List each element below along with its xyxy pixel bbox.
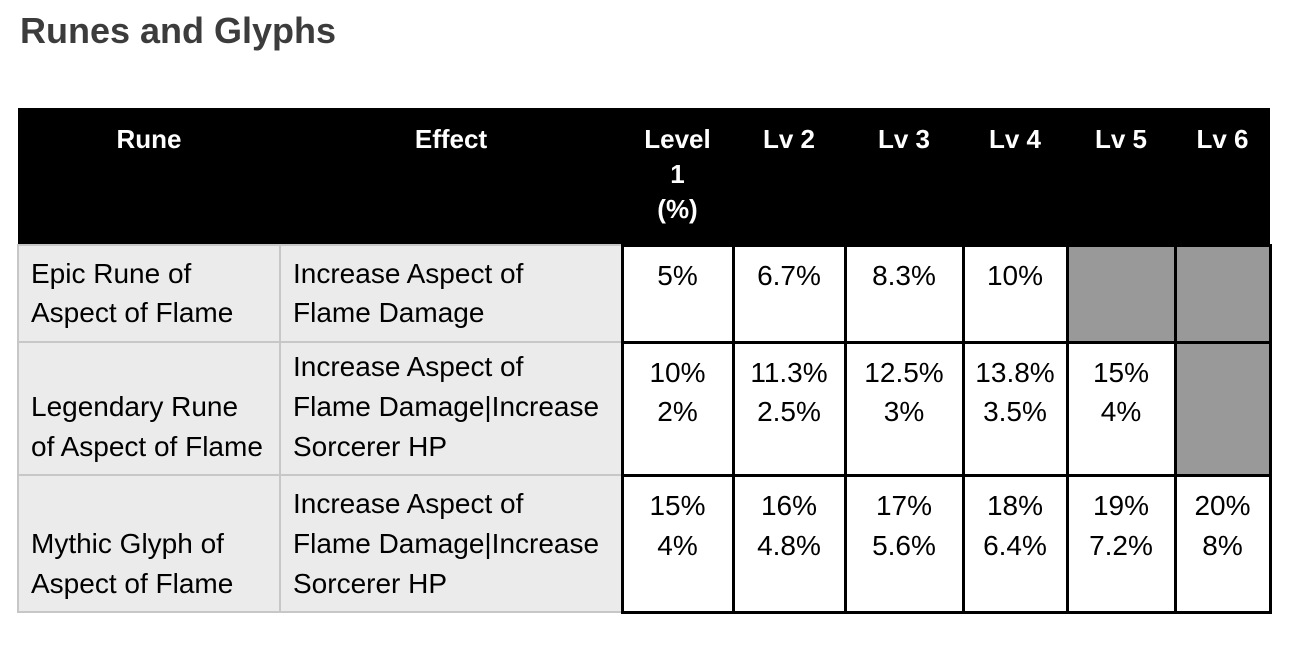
runes-and-glyphs-table: Rune Effect Level 1 (%) Lv 2 Lv 3 Lv 4 L… [17, 108, 1272, 614]
rune-name-cell: Epic Rune of Aspect of Flame [17, 244, 281, 343]
effect-cell: Increase Aspect of Flame Damage|Increase… [279, 340, 623, 477]
level-value-cell: 11.3% 2.5% [731, 340, 847, 477]
col-header-level-1: Level 1 (%) [622, 108, 733, 245]
level-value-cell: 19% 7.2% [1065, 473, 1177, 614]
table-row: Mythic Glyph of Aspect of Flame Increase… [17, 473, 1272, 614]
level-value-cell: 12.5% 3% [843, 340, 965, 477]
level-value-cell: 17% 5.6% [843, 473, 965, 614]
col-header-lv-6: Lv 6 [1175, 108, 1270, 245]
table-header-row: Rune Effect Level 1 (%) Lv 2 Lv 3 Lv 4 L… [18, 108, 1270, 245]
level-value-cell: 10% 2% [620, 340, 735, 477]
level-value-cell: 15% 4% [620, 473, 735, 614]
page-title: Runes and Glyphs [20, 10, 337, 51]
table-row: Legendary Rune of Aspect of Flame Increa… [17, 340, 1272, 477]
col-header-rune: Rune [18, 108, 280, 245]
level-value-cell: 10% [961, 243, 1069, 344]
col-header-lv-5: Lv 5 [1067, 108, 1175, 245]
effect-cell: Increase Aspect of Flame Damage|Increase… [279, 474, 623, 614]
level-value-cell: 5% [620, 243, 735, 344]
effect-cell: Increase Aspect of Flame Damage [279, 244, 623, 343]
col-header-lv-4: Lv 4 [963, 108, 1067, 245]
level-value-cell [1173, 243, 1272, 344]
col-header-effect: Effect [280, 108, 622, 245]
col-header-lv-3: Lv 3 [845, 108, 963, 245]
table-row: Epic Rune of Aspect of Flame Increase As… [17, 243, 1272, 344]
level-value-cell: 16% 4.8% [731, 473, 847, 614]
rune-name-cell: Mythic Glyph of Aspect of Flame [17, 474, 281, 614]
level-value-cell: 6.7% [731, 243, 847, 344]
level-value-cell: 13.8% 3.5% [961, 340, 1069, 477]
level-value-cell: 8.3% [843, 243, 965, 344]
rune-name-cell: Legendary Rune of Aspect of Flame [17, 340, 281, 477]
level-value-cell [1065, 243, 1177, 344]
level-value-cell: 20% 8% [1173, 473, 1272, 614]
col-header-lv-2: Lv 2 [733, 108, 845, 245]
level-value-cell [1173, 340, 1272, 477]
level-value-cell: 15% 4% [1065, 340, 1177, 477]
level-value-cell: 18% 6.4% [961, 473, 1069, 614]
